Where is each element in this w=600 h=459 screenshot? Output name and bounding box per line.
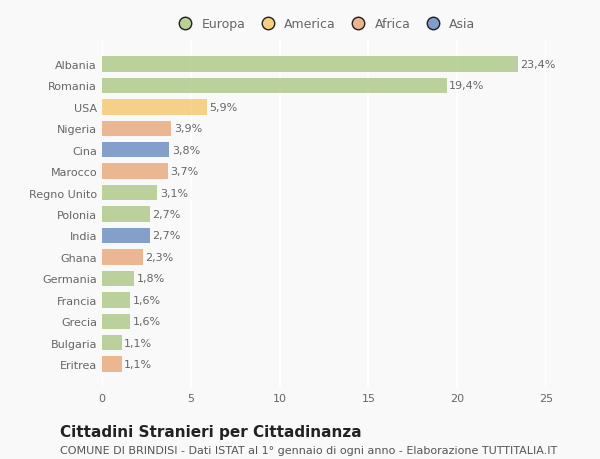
- Text: 19,4%: 19,4%: [449, 81, 485, 91]
- Legend: Europa, America, Africa, Asia: Europa, America, Africa, Asia: [167, 13, 481, 36]
- Text: 1,8%: 1,8%: [137, 274, 165, 284]
- Text: 23,4%: 23,4%: [520, 60, 556, 70]
- Bar: [102, 228, 150, 244]
- Bar: [102, 314, 130, 329]
- Text: 2,7%: 2,7%: [152, 210, 181, 219]
- Bar: [102, 335, 122, 351]
- Bar: [102, 164, 168, 179]
- Text: 3,1%: 3,1%: [160, 188, 188, 198]
- Text: 3,9%: 3,9%: [174, 124, 202, 134]
- Bar: [102, 207, 150, 222]
- Bar: [102, 143, 169, 158]
- Bar: [102, 250, 143, 265]
- Text: 1,6%: 1,6%: [133, 317, 161, 327]
- Text: 3,7%: 3,7%: [170, 167, 199, 177]
- Bar: [102, 185, 157, 201]
- Text: 2,3%: 2,3%: [146, 252, 174, 263]
- Bar: [102, 357, 122, 372]
- Text: 1,1%: 1,1%: [124, 338, 152, 348]
- Bar: [102, 121, 171, 137]
- Bar: [102, 57, 518, 73]
- Bar: [102, 78, 446, 94]
- Text: 1,1%: 1,1%: [124, 359, 152, 369]
- Bar: [102, 271, 134, 286]
- Text: COMUNE DI BRINDISI - Dati ISTAT al 1° gennaio di ogni anno - Elaborazione TUTTIT: COMUNE DI BRINDISI - Dati ISTAT al 1° ge…: [60, 445, 557, 455]
- Bar: [102, 100, 207, 115]
- Bar: [102, 292, 130, 308]
- Text: Cittadini Stranieri per Cittadinanza: Cittadini Stranieri per Cittadinanza: [60, 425, 362, 440]
- Text: 3,8%: 3,8%: [172, 146, 200, 155]
- Text: 1,6%: 1,6%: [133, 295, 161, 305]
- Text: 5,9%: 5,9%: [209, 102, 238, 112]
- Text: 2,7%: 2,7%: [152, 231, 181, 241]
